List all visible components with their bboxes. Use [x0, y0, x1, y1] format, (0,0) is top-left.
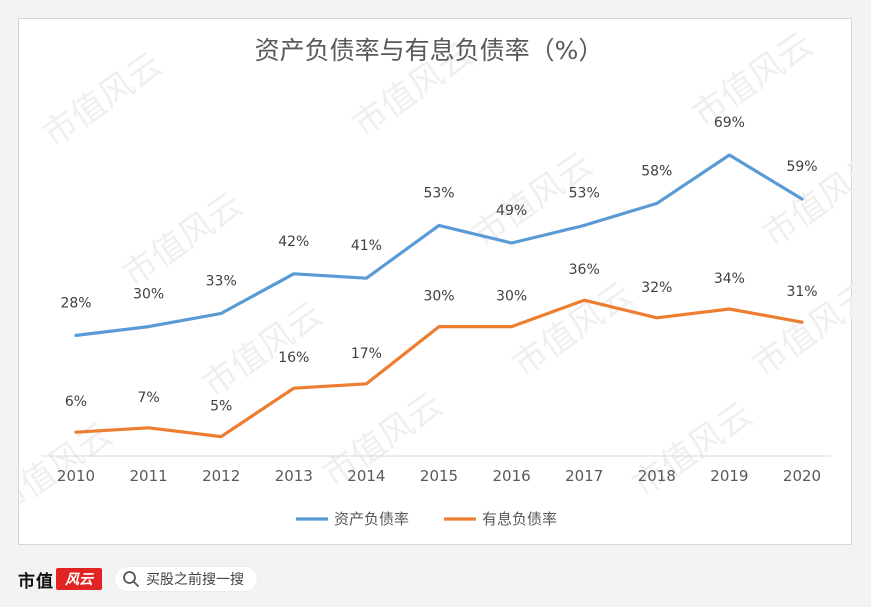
x-axis-ticks: 2010 2011 2012 2013 2014 2015 2016 2017 2018 2019…: [57, 467, 821, 485]
data-label: 59%: [786, 159, 817, 175]
chart-card: 市值风云 市值风云 市值风云 市值风云 市值风云 市值风云 市值风云 市值风云 市值风云 市值风云…: [18, 18, 853, 545]
x-tick-label: 2015: [420, 467, 458, 485]
watermark-text: 市值风云: [36, 45, 170, 156]
data-label: 33%: [206, 273, 237, 289]
data-label: 30%: [423, 289, 454, 305]
data-label: 42%: [278, 234, 309, 250]
legend-label: 有息负债率: [482, 510, 557, 528]
data-label: 36%: [569, 262, 600, 278]
data-label: 34%: [714, 271, 745, 287]
brand-logo: 风云: [56, 568, 102, 590]
x-tick-label: 2019: [710, 467, 748, 485]
data-label: 7%: [137, 390, 159, 406]
data-label: 6%: [65, 394, 87, 410]
x-tick-label: 2016: [493, 467, 531, 485]
x-tick-label: 2020: [783, 467, 821, 485]
data-label: 5%: [210, 399, 232, 415]
x-tick-label: 2017: [565, 467, 603, 485]
x-tick-label: 2014: [347, 467, 385, 485]
watermark-text: 市值风云: [626, 395, 760, 506]
data-label: 53%: [569, 185, 600, 201]
series-line: [74, 153, 804, 337]
data-label: 30%: [496, 289, 527, 305]
data-label: 53%: [423, 185, 454, 201]
x-tick-label: 2012: [202, 467, 240, 485]
chart-title: 资产负债率与有息负债率（%）: [255, 36, 604, 65]
search-box[interactable]: 买股之前搜一搜: [114, 566, 258, 592]
x-tick-label: 2010: [57, 467, 95, 485]
data-label: 30%: [133, 287, 164, 303]
x-tick-label: 2013: [275, 467, 313, 485]
footer-bar: 市值 风云 买股之前搜一搜: [18, 560, 852, 598]
x-tick-label: 2018: [638, 467, 676, 485]
search-placeholder: 买股之前搜一搜: [146, 572, 244, 588]
data-label: 41%: [351, 238, 382, 254]
data-label: 17%: [351, 346, 382, 362]
watermark-text: 市值风云: [686, 25, 820, 136]
data-label: 32%: [641, 280, 672, 296]
legend: 资产负债率 有息负债率: [296, 510, 557, 528]
brand-name: 市值: [18, 571, 54, 592]
series-line: [74, 298, 804, 439]
data-label: 31%: [786, 284, 817, 300]
data-label: 49%: [496, 203, 527, 219]
x-tick-label: 2011: [130, 467, 168, 485]
legend-label: 资产负债率: [334, 510, 409, 528]
data-label: 69%: [714, 115, 745, 131]
brand[interactable]: 市值 风云: [18, 567, 102, 592]
series-layer: 28% 30% 33% 42% 41% 53% 49% 53% 58% 69% 59% 6% 7% 5% 1…: [60, 115, 818, 439]
data-label: 28%: [60, 295, 91, 311]
data-label: 58%: [641, 163, 672, 179]
search-icon: [123, 571, 139, 587]
data-label: 16%: [278, 350, 309, 366]
